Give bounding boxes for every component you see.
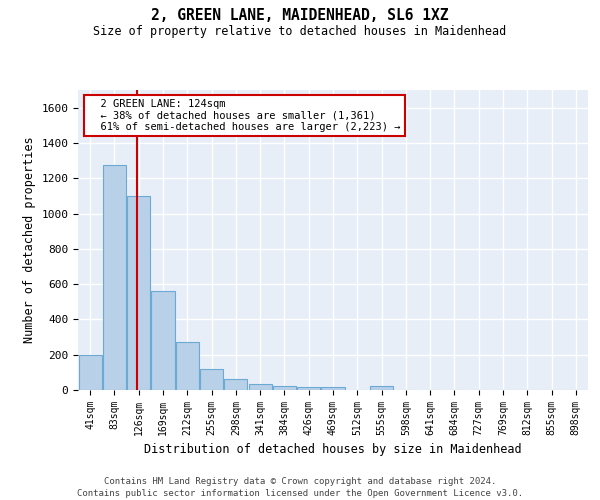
Text: 2, GREEN LANE, MAIDENHEAD, SL6 1XZ: 2, GREEN LANE, MAIDENHEAD, SL6 1XZ <box>151 8 449 22</box>
Bar <box>224 380 247 390</box>
Bar <box>273 386 296 390</box>
Bar <box>248 384 272 390</box>
Bar <box>200 369 223 390</box>
Bar <box>297 388 320 390</box>
Text: Size of property relative to detached houses in Maidenhead: Size of property relative to detached ho… <box>94 25 506 38</box>
Text: Contains public sector information licensed under the Open Government Licence v3: Contains public sector information licen… <box>77 489 523 498</box>
Text: 2 GREEN LANE: 124sqm
  ← 38% of detached houses are smaller (1,361)
  61% of sem: 2 GREEN LANE: 124sqm ← 38% of detached h… <box>88 99 401 132</box>
Text: Distribution of detached houses by size in Maidenhead: Distribution of detached houses by size … <box>144 442 522 456</box>
Bar <box>127 196 150 390</box>
Bar <box>151 291 175 390</box>
Bar <box>370 386 393 390</box>
Bar <box>103 165 126 390</box>
Bar <box>79 354 101 390</box>
Bar <box>322 388 344 390</box>
Text: Contains HM Land Registry data © Crown copyright and database right 2024.: Contains HM Land Registry data © Crown c… <box>104 478 496 486</box>
Bar <box>176 342 199 390</box>
Y-axis label: Number of detached properties: Number of detached properties <box>23 136 36 344</box>
